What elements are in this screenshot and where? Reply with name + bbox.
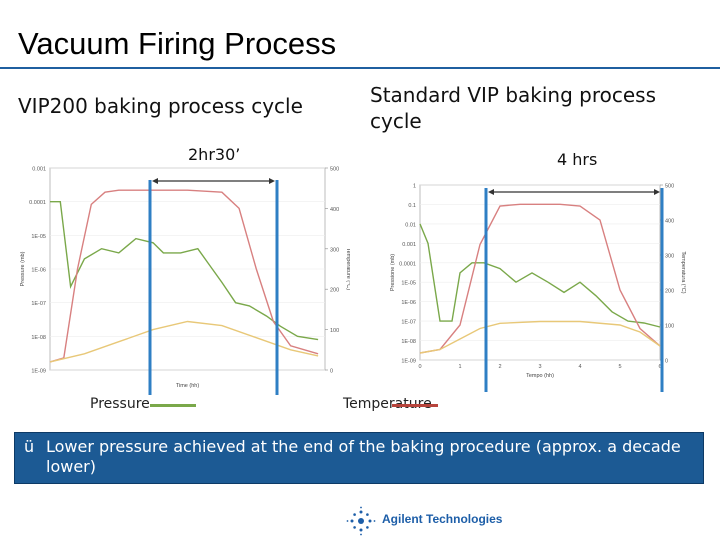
vip200-chart: 0.001 0.0001 1E-05 1E-06 1E-07 1E-08 1E-09 500 4… <box>20 167 350 395</box>
left-ytick-label: 1E-07 <box>31 301 46 307</box>
right-xtick-label: 5 <box>618 364 621 370</box>
right-temperature-line <box>419 203 661 354</box>
slide-title: Vacuum Firing Process <box>18 26 337 61</box>
left-third-line <box>49 320 319 363</box>
right-ytick-label: 0.1 <box>408 203 416 209</box>
right-y2tick-label: 0 <box>665 359 668 365</box>
standard-vip-chart: 1 0.1 0.01 0.001 0.0001 1E-05 1E-06 1E-07 1E-08 1… <box>390 184 686 392</box>
right-pressure-line <box>419 223 661 328</box>
right-ytick-label: 0.01 <box>405 222 416 228</box>
right-ytick-label: 1E-09 <box>401 359 416 365</box>
left-y2tick-label: 500 <box>330 167 339 173</box>
right-duration-label: 4 hrs <box>557 150 598 169</box>
left-y2tick-label: 400 <box>330 207 339 213</box>
left-ytick-label: 1E-09 <box>31 369 46 375</box>
right-y2tick-label: 400 <box>665 219 674 225</box>
left-y2tick-label: 300 <box>330 247 339 253</box>
legend-pressure-label: Pressure <box>90 396 150 412</box>
right-y2-axis-label: Temperatura (°C) <box>680 251 686 293</box>
note-box <box>14 432 704 484</box>
right-xtick-label: 6 <box>658 364 661 370</box>
right-arrowhead-right <box>654 189 660 195</box>
left-ytick-label: 1E-05 <box>31 234 46 240</box>
left-y2tick-label: 100 <box>330 328 339 334</box>
left-pressure-line <box>50 201 319 341</box>
right-xtick-label: 4 <box>578 364 581 370</box>
left-x-axis-label: Time (hh) <box>176 383 199 389</box>
left-ytick-label: 0.0001 <box>29 200 46 206</box>
right-xtick-label: 3 <box>538 364 541 370</box>
right-xtick-label: 2 <box>498 364 501 370</box>
note-text: Lower pressure achieved at the end of th… <box>46 437 681 476</box>
right-x-axis-label: Tempo (hh) <box>526 373 554 379</box>
right-ytick-label: 1 <box>413 184 416 190</box>
right-plot-frame <box>419 184 661 361</box>
right-ytick-label: 1E-05 <box>401 281 416 287</box>
logo-text: Agilent Technologies <box>382 512 503 526</box>
legend-temperature-label: Temperature <box>343 396 432 412</box>
right-y2tick-label: 200 <box>665 289 674 295</box>
right-y2tick-label: 500 <box>665 184 674 190</box>
right-subtitle: Standard VIP baking process cycle <box>370 83 657 133</box>
left-ytick-label: 0.001 <box>32 167 46 173</box>
right-ytick-label: 1E-08 <box>401 339 416 345</box>
legend-temperature-swatch <box>392 404 438 407</box>
right-third-line <box>419 320 661 354</box>
agilent-logo-icon <box>346 506 376 536</box>
left-ytick-label: 1E-06 <box>31 268 46 274</box>
left-y2tick-label: 0 <box>330 369 333 375</box>
right-arrowhead-left <box>488 189 494 195</box>
left-y2tick-label: 200 <box>330 288 339 294</box>
right-y2tick-label: 300 <box>665 254 674 260</box>
right-xtick-label: 1 <box>458 364 461 370</box>
left-y2-axis-label: Temperature (°C) <box>345 248 350 290</box>
title-rule <box>0 67 720 69</box>
left-arrowhead-right <box>269 178 275 184</box>
legend-pressure-swatch <box>150 404 196 407</box>
left-temperature-line <box>49 189 319 363</box>
left-ytick-label: 1E-08 <box>31 335 46 341</box>
left-arrowhead-left <box>152 178 158 184</box>
left-subtitle: VIP200 baking process cycle <box>18 94 303 118</box>
right-ytick-label: 0.001 <box>402 242 416 248</box>
left-duration-label: 2hr30’ <box>188 145 241 164</box>
right-y2tick-label: 100 <box>665 324 674 330</box>
right-ytick-label: 1E-07 <box>401 320 416 326</box>
left-y-axis-label: Pressure (mb) <box>20 251 26 286</box>
right-xtick-label: 0 <box>418 364 421 370</box>
right-y-axis-label: Pressione (mb) <box>390 254 396 291</box>
check-icon: ü <box>24 437 35 456</box>
right-ytick-label: 1E-06 <box>401 300 416 306</box>
right-ytick-label: 0.0001 <box>399 261 416 267</box>
